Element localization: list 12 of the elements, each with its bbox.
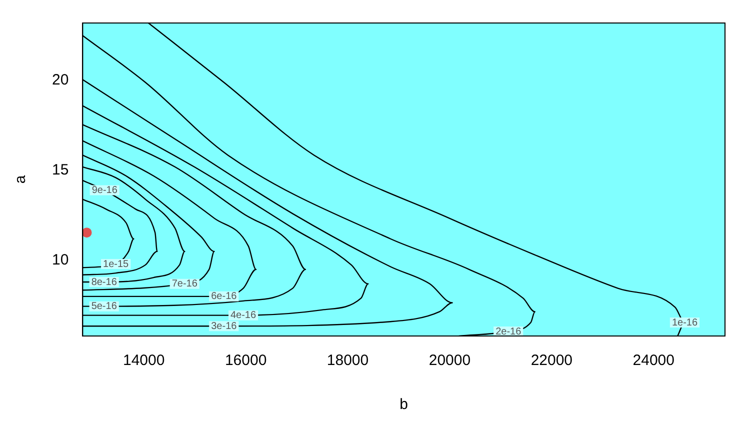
x-tick-label: 20000 (428, 352, 471, 370)
y-tick-label: 10 (52, 252, 69, 269)
x-tick-label: 16000 (224, 352, 267, 370)
point (82, 228, 92, 238)
y-tick-label: 15 (52, 162, 69, 179)
y-axis-title: a (12, 174, 30, 184)
x-tick-label: 18000 (326, 352, 369, 370)
x-tick-label: 24000 (632, 352, 674, 370)
y-tick-label: 20 (52, 72, 69, 89)
x-axis-title: b (400, 396, 408, 414)
x-tick-label: 14000 (123, 352, 165, 370)
x-tick-label: 22000 (530, 352, 573, 370)
